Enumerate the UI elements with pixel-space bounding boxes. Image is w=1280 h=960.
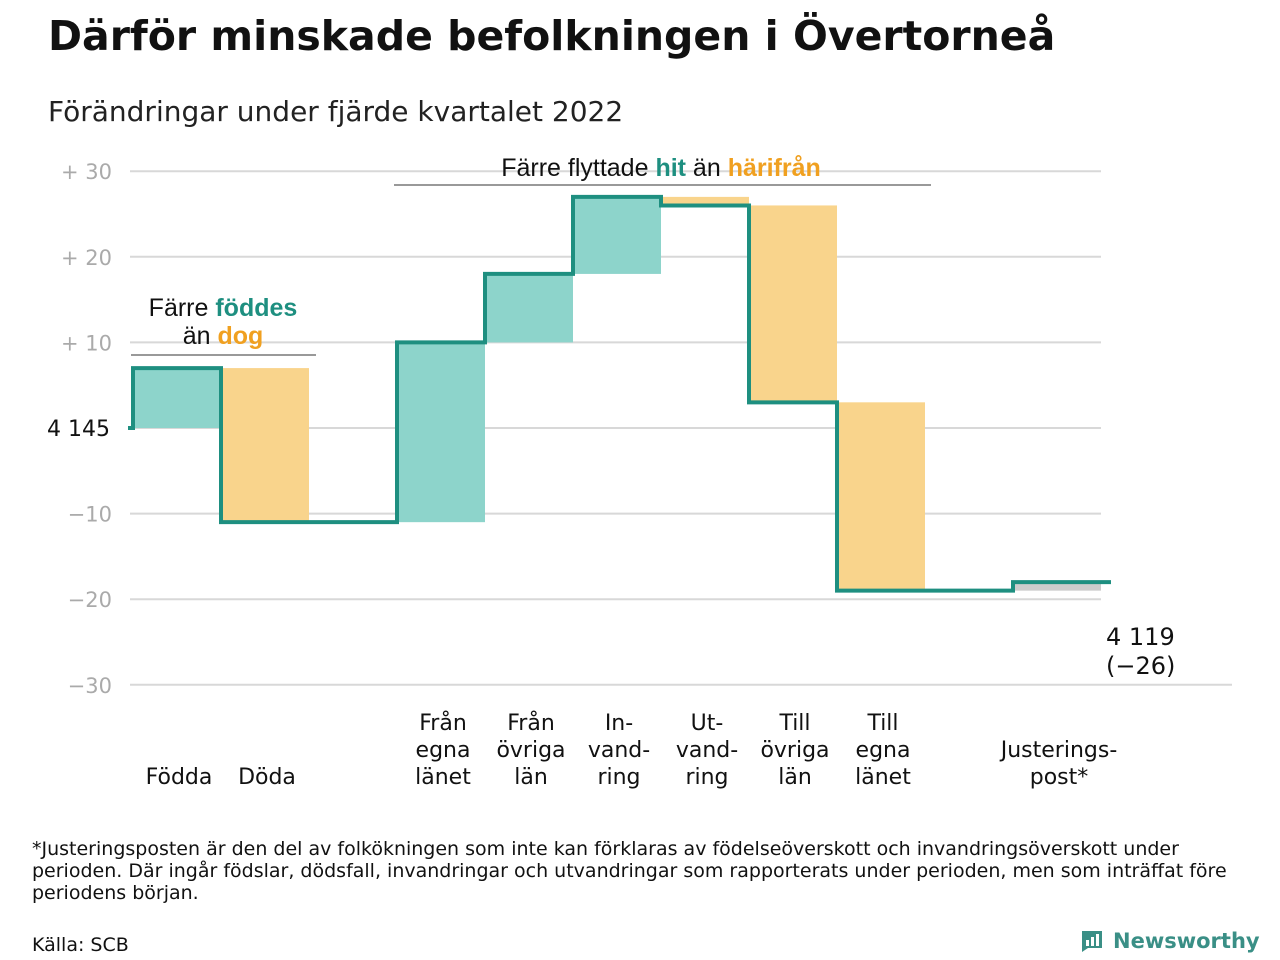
category-label: Justerings- xyxy=(999,738,1118,763)
waterfall-bar xyxy=(1015,582,1101,591)
category-label: egna xyxy=(856,738,911,763)
annotation-moves-line: Färre flyttade hit än härifrån xyxy=(501,154,821,182)
y-tick-label: −30 xyxy=(68,674,112,698)
annotation-segment: föddes xyxy=(215,294,297,322)
annotation-segment: hit xyxy=(655,154,686,182)
category-label: vand- xyxy=(676,738,738,763)
annotation-segment: Färre flyttade xyxy=(501,154,655,182)
chart-subtitle: Förändringar under fjärde kvartalet 2022 xyxy=(48,95,624,128)
brand-logo: Newsworthy xyxy=(1079,928,1260,954)
waterfall-bar xyxy=(487,273,573,343)
waterfall-bar xyxy=(839,402,925,591)
category-label: länet xyxy=(855,765,911,790)
end-value-label: 4 119 xyxy=(1106,623,1175,651)
bar-chart-icon xyxy=(1082,931,1102,952)
footnote: *Justeringsposten är den del av folkökni… xyxy=(32,838,1227,904)
category-label: Till xyxy=(866,711,898,736)
category-label: ring xyxy=(685,765,728,790)
y-tick-label: + 30 xyxy=(61,160,112,184)
source-label: Källa: SCB xyxy=(32,934,129,956)
annotation-segment: än xyxy=(686,154,728,182)
y-tick-label: −20 xyxy=(68,588,112,612)
annotation-segment: än xyxy=(183,322,218,350)
start-value-label: 4 145 xyxy=(47,417,110,442)
waterfall-bar xyxy=(135,368,221,428)
annotation-segment: dog xyxy=(217,322,263,350)
y-tick-label: + 20 xyxy=(61,246,112,270)
category-label: In- xyxy=(605,711,633,736)
category-label: länet xyxy=(415,765,471,790)
waterfall-bar xyxy=(399,342,485,523)
category-label: egna xyxy=(416,738,471,763)
category-label: län xyxy=(514,765,548,790)
category-label: Döda xyxy=(238,765,296,790)
chart-title: Därför minskade befolkningen i Övertorne… xyxy=(48,12,1056,60)
category-label: Till xyxy=(778,711,810,736)
brand-name: Newsworthy xyxy=(1113,929,1260,953)
category-label: Födda xyxy=(146,765,213,790)
annotation-segment: Färre xyxy=(149,294,216,322)
waterfall-bar xyxy=(575,196,661,274)
waterfall-bar xyxy=(223,368,309,523)
category-label: övriga xyxy=(496,738,565,763)
y-tick-label: + 10 xyxy=(61,331,112,355)
waterfall-bar xyxy=(663,196,749,206)
end-change-label: (−26) xyxy=(1106,652,1175,680)
category-label: ring xyxy=(597,765,640,790)
waterfall-bar xyxy=(751,205,837,403)
annotation-births-line: än dog xyxy=(183,322,264,350)
category-label: Ut- xyxy=(691,711,724,736)
category-label: län xyxy=(778,765,812,790)
category-label: vand- xyxy=(588,738,650,763)
y-tick-label: −10 xyxy=(68,503,112,527)
category-label: övriga xyxy=(760,738,829,763)
annotation-births-line: Färre föddes xyxy=(149,294,298,322)
category-label: Från xyxy=(507,710,555,736)
category-label: post* xyxy=(1030,765,1089,790)
cumulative-line xyxy=(128,194,1111,593)
annotation-segment: härifrån xyxy=(728,154,821,182)
category-label: Från xyxy=(419,710,467,736)
